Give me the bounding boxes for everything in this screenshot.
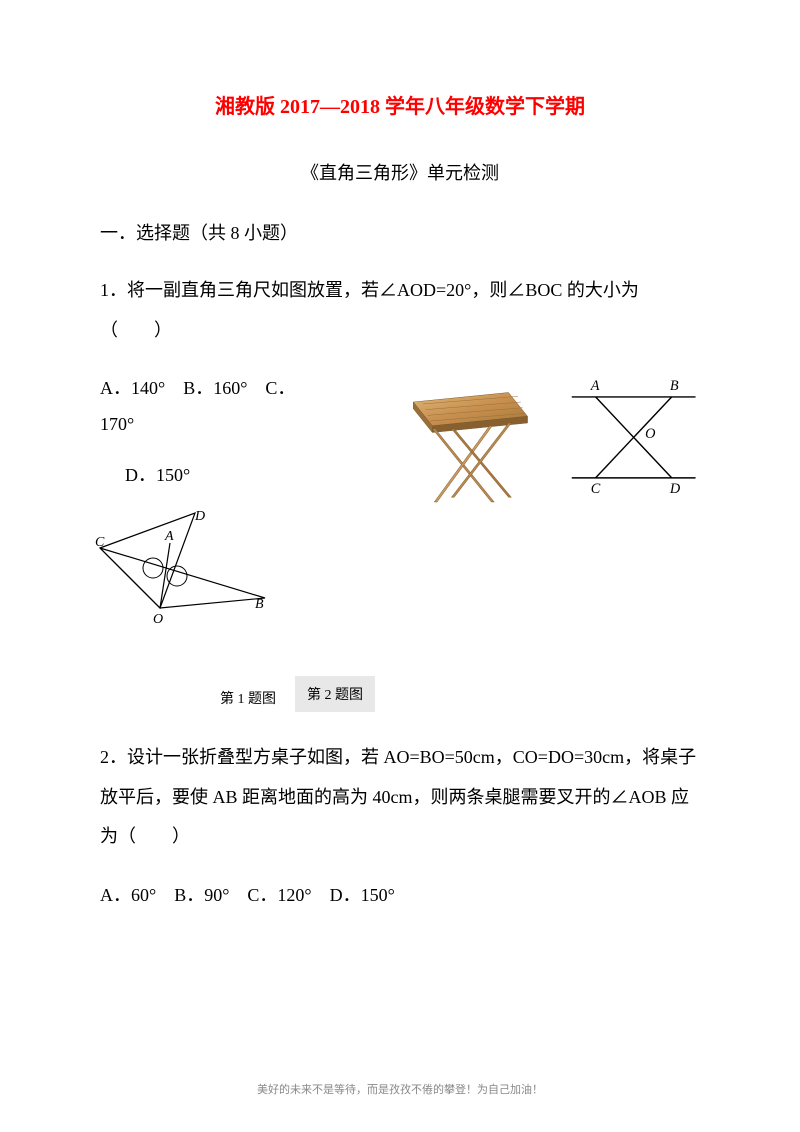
- svg-text:O: O: [153, 612, 163, 627]
- svg-text:D: D: [194, 509, 205, 524]
- svg-text:C: C: [95, 535, 105, 550]
- q1-options-abc: A．140° B．160° C．170°: [100, 370, 319, 442]
- figure-2-table: [399, 370, 537, 515]
- question-2-text: 2．设计一张折叠型方桌子如图，若 AO=BO=50cm，CO=DO=30cm，将…: [100, 738, 700, 857]
- svg-text:A: A: [589, 378, 599, 394]
- figure-2-cross-diagram: A B O C D: [567, 370, 700, 500]
- q1-option-d: D．150°: [125, 457, 319, 493]
- q2-options: A．60° B．90° C．120° D．150°: [100, 877, 700, 913]
- figures-row: A．140° B．160° C．170° D．150° C D A O B: [100, 370, 700, 628]
- caption-fig2: 第 2 题图: [295, 676, 375, 712]
- captions-row: 第 1 题图 第 2 题图: [100, 638, 700, 738]
- svg-text:B: B: [670, 378, 679, 394]
- svg-text:C: C: [590, 481, 600, 497]
- svg-text:D: D: [669, 481, 681, 497]
- section-header: 一．选择题（共 8 小题）: [100, 215, 700, 251]
- page-title: 湘教版 2017—2018 学年八年级数学下学期: [100, 90, 700, 119]
- caption-fig1: 第 1 题图: [220, 688, 276, 708]
- figure-1-triangle: C D A O B: [95, 508, 270, 628]
- subtitle: 《直角三角形》单元检测: [100, 159, 700, 185]
- footer-text: 美好的未来不是等待，而是孜孜不倦的攀登！为自己加油！: [0, 1081, 800, 1097]
- svg-text:B: B: [255, 597, 264, 612]
- svg-text:O: O: [645, 426, 655, 442]
- svg-text:A: A: [164, 529, 174, 544]
- question-1-text: 1．将一副直角三角尺如图放置，若∠AOD=20°，则∠BOC 的大小为（ ）: [100, 271, 700, 350]
